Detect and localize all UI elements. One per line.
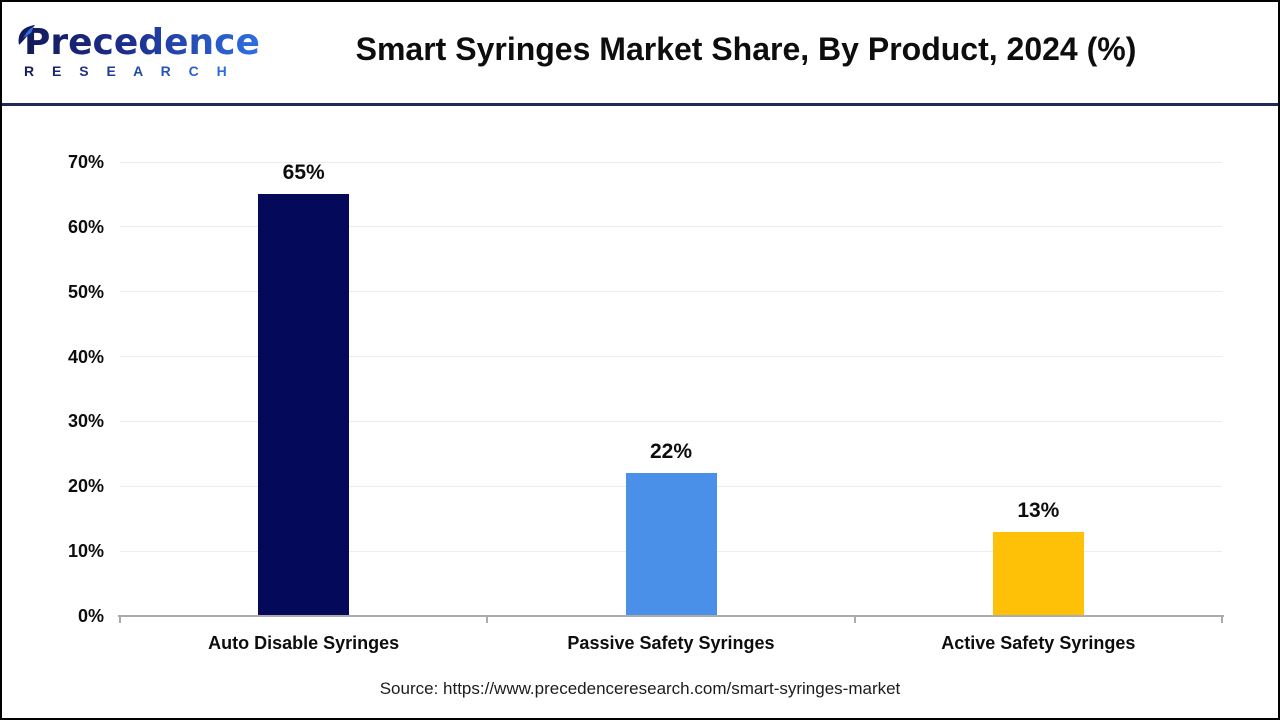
bar-value-label-active-safety-syringes: 13% xyxy=(1017,498,1060,522)
precedence-research-logo: Precedence R E S E A R C H xyxy=(18,25,236,79)
gridline-50% xyxy=(120,291,1222,293)
logo-research-text: R E S E A R C H xyxy=(24,63,234,79)
x-axis-label-passive-safety-syringes: Passive Safety Syringes xyxy=(567,633,775,653)
bar-value-label-auto-disable-syringes: 65% xyxy=(282,161,325,185)
leaf-icon xyxy=(16,17,36,53)
source-text: Source: https://www.precedenceresearch.c… xyxy=(379,679,901,698)
gridline-70% xyxy=(120,161,1222,163)
x-axis-label-auto-disable-syringes: Auto Disable Syringes xyxy=(208,633,400,653)
x-axis-tick-0 xyxy=(119,615,121,623)
x-axis-tick-1 xyxy=(486,615,489,623)
x-axis-tick-2 xyxy=(853,615,856,623)
bar-auto-disable-syringes xyxy=(258,194,350,616)
y-axis-label-70pct: 70% xyxy=(67,152,104,172)
bar-active-safety-syringes xyxy=(992,531,1084,616)
x-axis-line xyxy=(118,615,1224,617)
y-axis-label-50pct: 50% xyxy=(67,281,104,302)
y-axis-label-60pct: 60% xyxy=(67,216,104,237)
y-axis-label-30pct: 30% xyxy=(67,411,104,432)
gridline-60% xyxy=(120,226,1222,228)
y-axis-label-40pct: 40% xyxy=(67,346,104,367)
y-axis-label-10pct: 10% xyxy=(67,541,104,562)
x-axis-label-active-safety-syringes: Active Safety Syringes xyxy=(941,633,1136,653)
header: Precedence R E S E A R C H Smart Syringe… xyxy=(0,0,1280,103)
x-axis-tick-3 xyxy=(1221,615,1223,623)
gridline-40% xyxy=(120,356,1222,358)
header-divider xyxy=(0,103,1280,106)
y-axis-label-20pct: 20% xyxy=(67,476,104,497)
gridline-30% xyxy=(120,420,1222,422)
chart-title: Smart Syringes Market Share, By Product,… xyxy=(355,31,1137,67)
y-axis-label-0pct: 0% xyxy=(77,606,104,626)
bar-value-label-passive-safety-syringes: 22% xyxy=(649,440,693,464)
logo-wordmark: Precedence xyxy=(18,25,260,61)
bar-passive-safety-syringes xyxy=(625,473,717,616)
